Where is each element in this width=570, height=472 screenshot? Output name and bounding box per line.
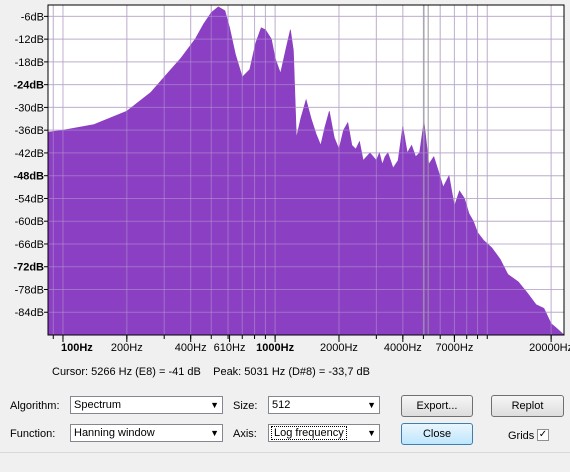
spectrum-chart[interactable]: -6dB -12dB -18dB -24dB -30dB -36dB -42dB -48dB -… [0, 0, 570, 360]
cursor-readout: Cursor: 5266 Hz (E8) = -41 dB [52, 366, 201, 378]
y-tick-label: -48dB [13, 171, 44, 183]
function-value: Hanning window [74, 427, 155, 439]
algorithm-value: Spectrum [74, 399, 122, 411]
x-tick-label: 200Hz [111, 342, 143, 354]
y-tick-label: -18dB [15, 57, 44, 69]
x-tick-label: 610Hz [214, 342, 246, 354]
y-tick-label: -78dB [15, 284, 44, 296]
y-tick-label: -60dB [15, 216, 44, 228]
y-tick-label: -24dB [13, 80, 44, 92]
x-tick-label: 400Hz [175, 342, 207, 354]
spectrum-area [47, 6, 565, 336]
chevron-down-icon: ▼ [367, 400, 376, 410]
y-tick-label: -84dB [15, 307, 44, 319]
x-tick-label: 100Hz [61, 342, 93, 354]
spectrum-plot[interactable]: -6dB -12dB -18dB -24dB -30dB -36dB -42dB -48dB -… [0, 0, 570, 360]
x-tick-label: 20000Hz [529, 342, 570, 354]
plot-frame [47, 4, 565, 336]
axis-value: Log frequency [271, 426, 347, 440]
peak-readout: Peak: 5031 Hz (D#8) = -33,7 dB [213, 366, 370, 378]
y-tick-label: -54dB [15, 193, 44, 205]
y-tick-label: -12dB [15, 34, 44, 46]
size-label: Size: [233, 400, 258, 412]
axis-select[interactable]: Log frequency ▼ [268, 424, 380, 442]
y-tick-label: -30dB [15, 102, 44, 114]
function-select[interactable]: Hanning window ▼ [70, 424, 223, 442]
x-tick-label: 7000Hz [435, 342, 473, 354]
grids-checkbox[interactable]: ✓ [537, 429, 549, 441]
chevron-down-icon: ▼ [367, 428, 376, 438]
status-bar-divider [0, 452, 570, 453]
checkmark-icon: ✓ [538, 429, 548, 440]
y-tick-label: -42dB [15, 148, 44, 160]
function-label: Function: [10, 428, 56, 440]
algorithm-label: Algorithm: [10, 400, 60, 412]
export-button[interactable]: Export... [401, 395, 473, 417]
x-tick-label: 2000Hz [320, 342, 358, 354]
replot-button[interactable]: Replot [491, 395, 564, 417]
y-tick-label: -6dB [21, 11, 44, 23]
grids-label: Grids [508, 430, 535, 442]
size-value: 512 [272, 399, 291, 411]
size-select[interactable]: 512 ▼ [268, 396, 380, 414]
x-tick-label: 1000Hz [256, 342, 294, 354]
algorithm-select[interactable]: Spectrum ▼ [70, 396, 223, 414]
y-tick-label: -72dB [13, 262, 44, 274]
y-tick-label: -36dB [15, 125, 44, 137]
axis-label: Axis: [233, 428, 257, 440]
chevron-down-icon: ▼ [210, 428, 219, 438]
x-tick-label: 4000Hz [384, 342, 422, 354]
chevron-down-icon: ▼ [210, 400, 219, 410]
status-line: Cursor: 5266 Hz (E8) = -41 dB Peak: 5031… [52, 366, 370, 378]
y-tick-label: -66dB [15, 239, 44, 251]
close-button[interactable]: Close [401, 423, 473, 445]
